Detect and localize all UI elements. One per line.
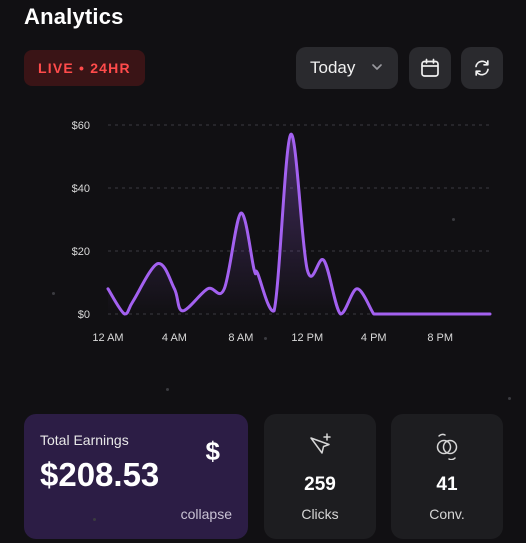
collapse-button[interactable]: collapse bbox=[180, 506, 232, 522]
x-tick-label: 4 PM bbox=[361, 332, 387, 344]
date-range-select[interactable]: Today bbox=[296, 47, 398, 89]
series-area bbox=[108, 134, 490, 314]
conversions-value: 41 bbox=[436, 474, 458, 495]
y-tick-label: $40 bbox=[72, 183, 90, 195]
earnings-chart: $60 $40 $20 $0 12 AM 4 AM 8 AM 12 PM 4 PM 8 PM bbox=[0, 100, 526, 360]
chevron-down-icon bbox=[372, 64, 382, 70]
x-tick-label: 8 PM bbox=[427, 332, 453, 344]
conversions-label: Conv. bbox=[429, 506, 465, 522]
conversion-icon bbox=[436, 433, 458, 460]
x-tick-label: 12 PM bbox=[291, 332, 323, 344]
earnings-series-line bbox=[106, 132, 492, 316]
total-earnings-value: $208.53 bbox=[40, 456, 160, 493]
y-tick-label: $20 bbox=[72, 246, 90, 258]
background-dot bbox=[508, 397, 511, 400]
x-tick-label: 12 AM bbox=[92, 332, 123, 344]
background-dot bbox=[166, 388, 169, 391]
refresh-icon bbox=[475, 60, 489, 76]
x-tick-label: 8 AM bbox=[228, 332, 253, 344]
clicks-label: Clicks bbox=[301, 506, 339, 522]
conversions-stat-card[interactable]: 41 Conv. bbox=[391, 414, 503, 539]
clicks-stat-card[interactable]: 259 Clicks bbox=[264, 414, 376, 539]
background-dot bbox=[264, 337, 267, 340]
background-dot bbox=[52, 292, 55, 295]
x-tick-label: 4 AM bbox=[162, 332, 187, 344]
total-earnings-card[interactable]: Total Earnings $208.53 $ collapse bbox=[24, 414, 248, 539]
background-dot bbox=[93, 518, 96, 521]
date-range-value: Today bbox=[310, 58, 356, 77]
y-tick-label: $60 bbox=[72, 120, 90, 132]
calendar-icon bbox=[421, 58, 439, 77]
background-dot bbox=[452, 218, 455, 221]
earnings-line-chart: $60 $40 $20 $012 AM 4 AM 8 AM 12 PM 4 PM 8 PM bbox=[72, 120, 492, 344]
total-earnings-label: Total Earnings bbox=[40, 432, 129, 448]
dollar-icon: $ bbox=[205, 436, 220, 466]
clicks-value: 259 bbox=[304, 474, 336, 495]
y-tick-label: $0 bbox=[78, 309, 90, 321]
live-status-badge: LIVE • 24HR bbox=[24, 50, 145, 86]
page-title: Analytics bbox=[24, 4, 124, 29]
refresh-button[interactable] bbox=[461, 47, 503, 89]
cursor-click-icon bbox=[310, 433, 331, 454]
calendar-button[interactable] bbox=[409, 47, 451, 89]
